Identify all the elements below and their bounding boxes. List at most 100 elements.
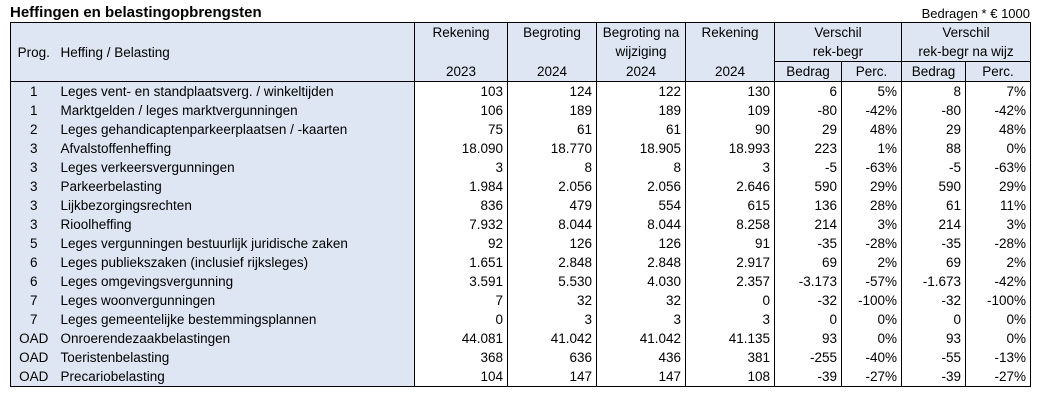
year-begroting-2024: 2024 (507, 61, 597, 82)
row-rekening-2023: 7 (414, 291, 508, 310)
row-begroting-wijz-2024: 436 (596, 348, 686, 367)
row-prog: 3 (10, 139, 57, 158)
row-verschil-bedrag: 29 (774, 120, 842, 139)
row-name: Afvalstoffenheffing (56, 139, 415, 158)
row-verschil-wijz-bedrag: 93 (901, 329, 966, 348)
header-rekening-2024: Rekening (685, 22, 775, 62)
row-verschil-wijz-bedrag: 69 (901, 253, 966, 272)
row-name: Toeristenbelasting (56, 348, 415, 367)
table-row: 7 Leges gemeentelijke bestemmingsplannen 0… (10, 310, 1032, 329)
row-verschil-perc: -28% (841, 234, 902, 253)
row-begroting-2024: 479 (507, 196, 597, 215)
row-prog: 2 (10, 120, 57, 139)
table-row: 6 Leges omgevingsvergunning 3.591 5.530 4.03… (10, 272, 1032, 291)
row-prog: OAD (10, 367, 57, 387)
row-prog: 6 (10, 272, 57, 291)
row-verschil-perc: -100% (841, 291, 902, 310)
row-verschil-wijz-bedrag: 29 (901, 120, 966, 139)
row-begroting-2024: 2.056 (507, 177, 597, 196)
row-begroting-2024: 32 (507, 291, 597, 310)
table-row: OAD Precariobelasting 104 147 147 108 -39 -27% -… (10, 367, 1032, 387)
row-verschil-bedrag: -39 (774, 367, 842, 387)
row-begroting-wijz-2024: 8.044 (596, 215, 686, 234)
row-verschil-wijz-perc: -27% (964, 367, 1032, 387)
row-verschil-wijz-bedrag: -80 (901, 101, 966, 120)
row-verschil-bedrag: -35 (774, 234, 842, 253)
row-name: Leges gemeentelijke bestemmingsplannen (56, 310, 415, 329)
row-begroting-wijz-2024: 2.056 (596, 177, 686, 196)
row-name: Onroerendezaakbelastingen (56, 329, 415, 348)
table-row: 3 Leges verkeersvergunningen 3 8 8 3 -5 -63% -5-… (10, 158, 1032, 177)
row-prog: 1 (10, 101, 57, 120)
table-row: 3 Afvalstoffenheffing 18.090 18.770 18.905 18… (10, 139, 1032, 158)
row-verschil-bedrag: 214 (774, 215, 842, 234)
row-verschil-perc: -40% (841, 348, 902, 367)
row-verschil-bedrag: 69 (774, 253, 842, 272)
row-verschil-wijz-bedrag: 590 (901, 177, 966, 196)
row-rekening-2023: 836 (414, 196, 508, 215)
row-verschil-perc: 29% (841, 177, 902, 196)
row-rekening-2024: 41.135 (685, 329, 775, 348)
row-rekening-2023: 1.984 (414, 177, 508, 196)
row-name: Rioolheffing (56, 215, 415, 234)
row-verschil-wijz-perc: -28% (964, 234, 1032, 253)
row-verschil-wijz-perc: 3% (964, 215, 1032, 234)
table-row: 3 Rioolheffing 7.932 8.044 8.044 8.258 214 3% 21… (10, 215, 1032, 234)
row-prog: 7 (10, 310, 57, 329)
row-verschil-wijz-bedrag: -5 (901, 158, 966, 177)
row-verschil-wijz-bedrag: -39 (901, 367, 966, 387)
header-bedrag-1: Bedrag (774, 61, 842, 82)
row-verschil-bedrag: -5 (774, 158, 842, 177)
row-verschil-bedrag: -3.173 (774, 272, 842, 291)
row-verschil-perc: -63% (841, 158, 902, 177)
row-prog: 3 (10, 215, 57, 234)
row-verschil-bedrag: 223 (774, 139, 842, 158)
year-begroting-wijz-2024: 2024 (596, 61, 686, 82)
row-verschil-perc: 1% (841, 139, 902, 158)
row-begroting-2024: 636 (507, 348, 597, 367)
header-begroting-wijz-2024: Begroting na wijziging (596, 22, 686, 62)
row-verschil-wijz-perc: -100% (964, 291, 1032, 310)
row-begroting-wijz-2024: 8 (596, 158, 686, 177)
row-rekening-2024: 90 (685, 120, 775, 139)
row-verschil-bedrag: -255 (774, 348, 842, 367)
year-rekening-2024: 2024 (685, 61, 775, 82)
row-verschil-wijz-perc: -42% (964, 272, 1032, 291)
row-prog: 3 (10, 158, 57, 177)
row-name: Leges woonvergunningen (56, 291, 415, 310)
row-verschil-perc: 28% (841, 196, 902, 215)
row-begroting-2024: 124 (507, 81, 597, 101)
row-verschil-perc: -57% (841, 272, 902, 291)
row-begroting-2024: 5.530 (507, 272, 597, 291)
unit-note: Bedragen * € 1000 (921, 6, 1030, 21)
row-begroting-2024: 8.044 (507, 215, 597, 234)
row-verschil-wijz-bedrag: 0 (901, 310, 966, 329)
row-verschil-perc: 48% (841, 120, 902, 139)
row-verschil-bedrag: 0 (774, 310, 842, 329)
row-begroting-wijz-2024: 3 (596, 310, 686, 329)
row-verschil-perc: 0% (841, 310, 902, 329)
row-begroting-wijz-2024: 126 (596, 234, 686, 253)
row-prog: 5 (10, 234, 57, 253)
row-begroting-wijz-2024: 32 (596, 291, 686, 310)
row-prog: 3 (10, 177, 57, 196)
row-rekening-2024: 18.993 (685, 139, 775, 158)
row-rekening-2023: 92 (414, 234, 508, 253)
row-verschil-bedrag: 590 (774, 177, 842, 196)
row-name: Leges vergunningen bestuurlijk juridisch… (56, 234, 415, 253)
row-begroting-wijz-2024: 122 (596, 81, 686, 101)
row-begroting-wijz-2024: 189 (596, 101, 686, 120)
row-rekening-2024: 91 (685, 234, 775, 253)
row-verschil-wijz-bedrag: 61 (901, 196, 966, 215)
row-begroting-2024: 8 (507, 158, 597, 177)
row-begroting-2024: 126 (507, 234, 597, 253)
row-verschil-bedrag: 6 (774, 81, 842, 101)
row-verschil-wijz-bedrag: 214 (901, 215, 966, 234)
header-heffing: Heffing / Belasting (56, 22, 415, 82)
table-row: OAD Toeristenbelasting 368 636 436 381 -255 -40… (10, 348, 1032, 367)
row-rekening-2023: 18.090 (414, 139, 508, 158)
row-begroting-wijz-2024: 554 (596, 196, 686, 215)
row-rekening-2024: 2.917 (685, 253, 775, 272)
table-title: Heffingen en belastingopbrengsten (10, 4, 262, 21)
row-verschil-wijz-bedrag: -55 (901, 348, 966, 367)
